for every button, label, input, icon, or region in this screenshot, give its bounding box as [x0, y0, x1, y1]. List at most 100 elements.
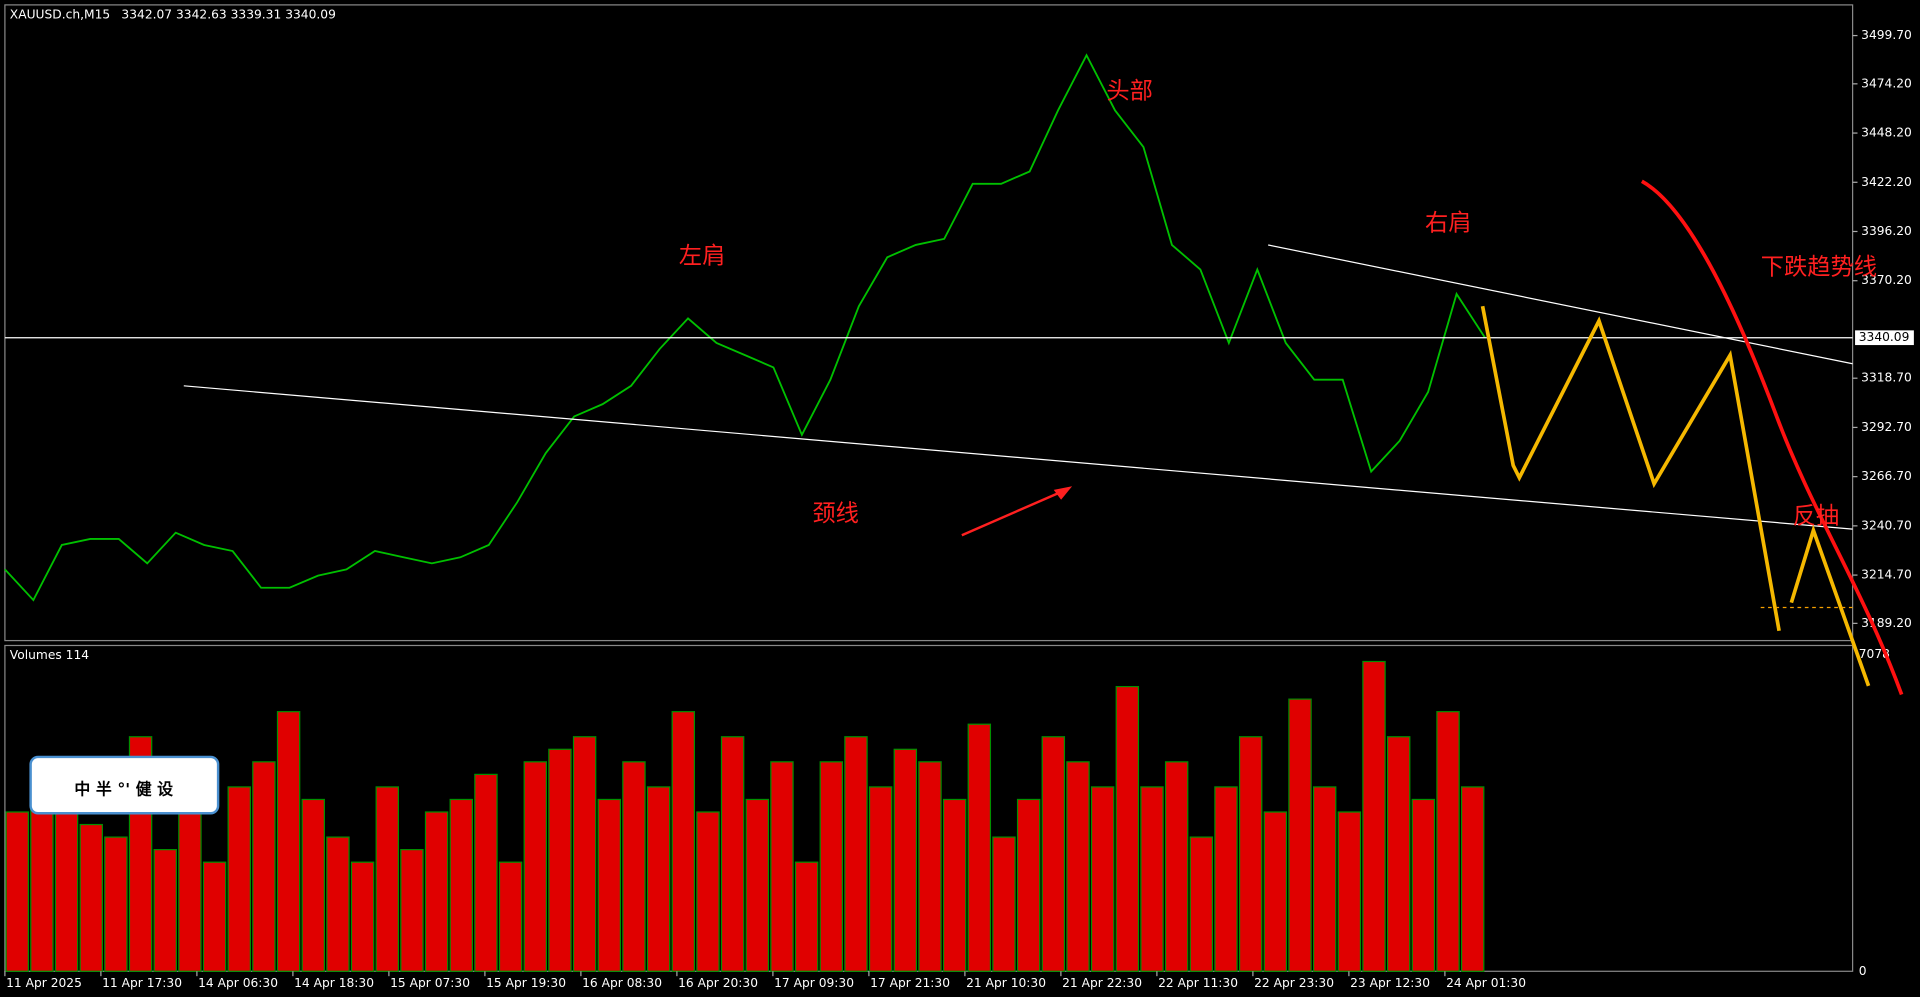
volume-bar	[1411, 798, 1436, 972]
x-tick-label: 14 Apr 18:30	[294, 976, 374, 990]
current-price-label: 3340.09	[1859, 330, 1910, 344]
volume-bar	[276, 711, 301, 972]
volume-bar	[1140, 786, 1164, 972]
neckline	[183, 385, 1853, 530]
forecast-arrows	[1480, 305, 1781, 632]
volume-bar	[671, 711, 696, 972]
volume-bar	[646, 786, 671, 972]
volume-bar	[104, 836, 128, 972]
volume-bar	[868, 786, 893, 972]
volume-title: Volumes 114	[10, 648, 89, 662]
volume-bar	[548, 748, 572, 972]
volume-bar	[572, 736, 597, 972]
volume-bar	[1386, 736, 1411, 972]
volume-bar	[1436, 711, 1460, 972]
volume-bar	[696, 811, 720, 972]
volume-bar	[79, 823, 103, 972]
volume-bar	[918, 761, 942, 972]
volume-bar	[819, 761, 844, 972]
annotation: 头部	[1106, 77, 1153, 104]
volume-bar	[350, 861, 375, 972]
volume-bar	[967, 723, 992, 972]
volume-bar	[30, 786, 54, 972]
y-tick-label: 3448.20	[1861, 126, 1912, 140]
x-tick-label: 16 Apr 08:30	[582, 976, 662, 990]
volume-bar	[301, 798, 325, 972]
volume-bar	[1066, 761, 1090, 972]
volume-bar	[523, 761, 548, 972]
downtrend-curve	[1640, 179, 1904, 696]
volume-bar	[202, 861, 227, 972]
volume-bar	[375, 786, 399, 972]
volume-bar	[1337, 811, 1362, 972]
volume-bar	[893, 748, 918, 972]
shoulder-line	[1268, 244, 1853, 365]
volume-bar	[54, 798, 79, 972]
x-tick-label: 11 Apr 17:30	[102, 976, 182, 990]
x-tick-label: 23 Apr 12:30	[1350, 976, 1430, 990]
x-tick-label: 15 Apr 07:30	[390, 976, 470, 990]
x-tick-label: 21 Apr 10:30	[966, 976, 1046, 990]
volume-bar	[844, 736, 868, 972]
volume-bar	[1263, 811, 1288, 972]
x-tick-label: 22 Apr 11:30	[1158, 976, 1238, 990]
volume-bar	[1164, 761, 1189, 972]
y-tick-label: 3214.70	[1861, 568, 1912, 582]
volume-bar	[400, 849, 424, 972]
volume-bar	[326, 836, 350, 972]
volume-bar	[1090, 786, 1115, 972]
volume-bar	[252, 761, 276, 972]
red-arrow	[961, 487, 1069, 537]
volume-bar	[1288, 698, 1312, 972]
x-tick-label: 16 Apr 20:30	[678, 976, 758, 990]
x-tick-label: 21 Apr 22:30	[1062, 976, 1142, 990]
volume-bar	[720, 736, 745, 972]
y-tick-label: 3422.20	[1861, 175, 1912, 189]
annotation: 颈线	[812, 500, 859, 527]
current-price-box	[1855, 330, 1914, 346]
x-tick-label: 17 Apr 21:30	[870, 976, 950, 990]
x-tick-label: 11 Apr 2025	[6, 976, 82, 990]
volume-bar	[424, 811, 449, 972]
y-tick-label: 3370.20	[1861, 273, 1912, 287]
header: XAUUSD.ch,M15 3342.07 3342.63 3339.31 33…	[10, 7, 336, 21]
volume-bar	[449, 798, 473, 972]
volume-bar	[474, 773, 498, 972]
volume-bar	[153, 849, 177, 972]
y-tick-label: 3396.20	[1861, 224, 1912, 238]
price-line	[4, 53, 1486, 602]
y-tick-label: 0	[1859, 964, 1867, 978]
y-tick-label: 3499.70	[1861, 28, 1912, 42]
annotation: 左肩	[679, 243, 726, 270]
volume-bar	[1016, 798, 1041, 972]
volume-bar	[227, 786, 251, 972]
annotation: 反抽	[1793, 502, 1840, 529]
volume-bar	[1189, 836, 1214, 972]
volume-bar	[5, 811, 29, 972]
y-tick-label: 3318.70	[1861, 371, 1912, 385]
x-tick-label: 22 Apr 23:30	[1254, 976, 1334, 990]
volume-bar	[745, 798, 770, 972]
logo-text: 中 半 °' 健 设	[74, 780, 173, 799]
arrow-head	[1053, 486, 1073, 500]
volume-bar	[622, 761, 646, 972]
volume-bar	[1460, 786, 1485, 972]
volume-bar	[1362, 660, 1386, 972]
x-tick-label: 24 Apr 01:30	[1446, 976, 1526, 990]
annotation: 下跌趋势线	[1761, 254, 1877, 281]
volume-bar	[1115, 685, 1140, 972]
x-tick-label: 17 Apr 09:30	[774, 976, 854, 990]
volume-bar	[1238, 736, 1263, 972]
y-tick-label: 3240.70	[1861, 518, 1912, 532]
volume-bar	[498, 861, 523, 972]
volume-bar	[942, 798, 967, 972]
x-tick-label: 15 Apr 19:30	[486, 976, 566, 990]
volume-bar	[1214, 786, 1238, 972]
price-panel	[4, 4, 1854, 642]
volume-bar	[992, 836, 1016, 972]
volume-bar	[1312, 786, 1337, 972]
y-tick-label: 3292.70	[1861, 420, 1912, 434]
marks: 3499.70 3474.20 3448.20 3422.20 3396.20 3370.…	[4, 28, 1914, 990]
forecast-arrows	[1789, 524, 1871, 687]
